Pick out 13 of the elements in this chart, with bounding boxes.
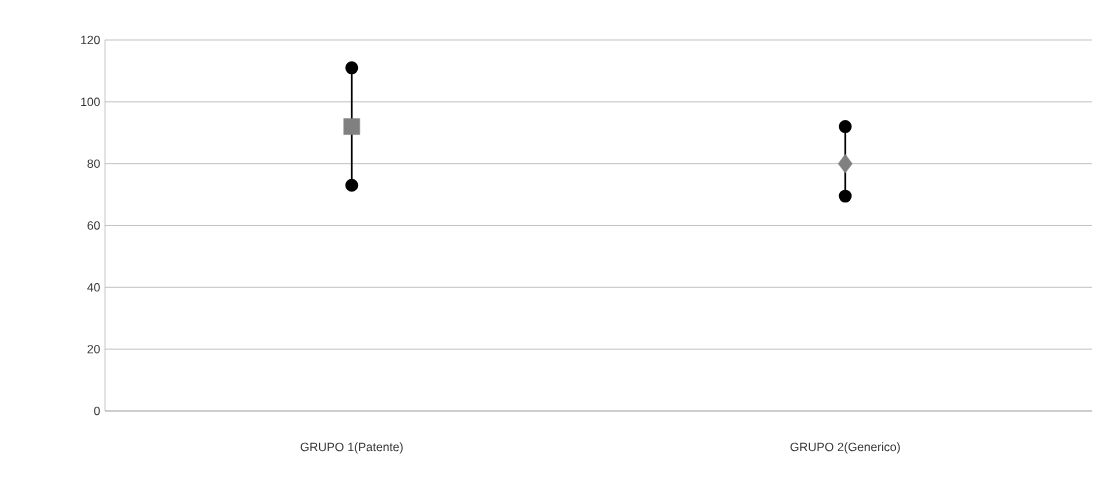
point (838, 120, 852, 134)
y-tick-label: 80 (87, 159, 100, 168)
point (837, 154, 853, 174)
point (345, 178, 359, 192)
y-tick-label: 60 (87, 221, 100, 230)
y-tick-label: 0 (94, 406, 100, 416)
point (343, 118, 361, 135)
y-tick-label: 120 (81, 35, 100, 45)
x-tick-label: GRUPO 1(Patente) (300, 442, 403, 454)
y-tick-label: 20 (87, 344, 100, 354)
x-tick-label: GRUPO 2(Generico) (790, 442, 900, 454)
y-tick-label: 100 (81, 97, 100, 107)
y-tick-label: 40 (87, 283, 100, 292)
